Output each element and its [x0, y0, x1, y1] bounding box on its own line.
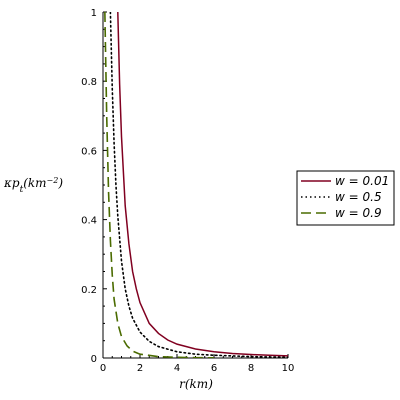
x-tick-label: 6 — [211, 363, 217, 374]
x-tick-label: 8 — [248, 363, 254, 374]
legend-box — [296, 170, 395, 226]
x-tick-label: 0 — [100, 363, 106, 374]
y-axis-label: κpt(km−2) — [3, 176, 63, 196]
axes — [102, 12, 288, 359]
series-line-2 — [109, 12, 288, 358]
x-tick-label: 2 — [137, 363, 143, 374]
legend-label-2: w = 0.5 — [335, 190, 382, 204]
y-tick-label: 0 — [91, 354, 97, 365]
x-axis-label: r(km) — [179, 377, 213, 391]
y-tick-label: 0.4 — [81, 216, 97, 227]
y-tick-label: 0.8 — [81, 77, 97, 88]
legend-label-1: w = 0.01 — [335, 174, 389, 188]
legend-label-3: w = 0.9 — [335, 206, 382, 220]
y-tick-label: 0.6 — [81, 146, 97, 157]
y-tick-label: 1 — [91, 8, 97, 19]
legend: w = 0.01 w = 0.5 w = 0.9 — [296, 170, 395, 226]
series-line-1 — [117, 12, 288, 357]
x-tick-label: 4 — [174, 363, 180, 374]
y-tick-label: 0.2 — [81, 285, 97, 296]
ticks: 0 2 4 6 8 10 0 0.2 0.4 0.6 0.8 1 — [81, 8, 294, 374]
series-layer — [104, 12, 288, 358]
x-tick-label: 10 — [282, 363, 295, 374]
series-line-3 — [104, 12, 215, 358]
